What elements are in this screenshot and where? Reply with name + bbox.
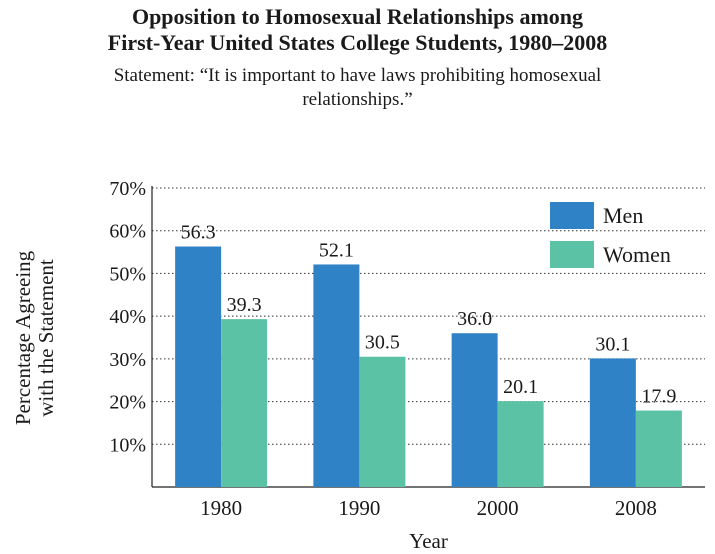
data-label-men-1980: 56.3: [181, 222, 216, 244]
bar-women-1990: [359, 356, 406, 487]
y-axis-label-line-2: with the Statement: [34, 259, 58, 417]
x-axis-label: Year: [409, 529, 448, 553]
bar-women-2000: [497, 401, 544, 487]
bar-men-2000: [451, 333, 498, 487]
y-axis-label-line-1: Percentage Agreeing: [11, 250, 35, 425]
y-tick-label: 20%: [109, 392, 146, 414]
legend-swatch-men: [550, 202, 594, 229]
data-label-men-1990: 52.1: [319, 239, 354, 261]
bar-men-2008: [589, 358, 636, 487]
bar-women-1980: [221, 319, 268, 487]
y-tick-label: 70%: [109, 178, 146, 200]
y-tick-label: 10%: [109, 434, 146, 456]
data-label-men-2008: 30.1: [595, 333, 630, 355]
chart-title: Opposition to Homosexual Relationships a…: [107, 4, 608, 55]
legend-label-men: Men: [603, 203, 643, 228]
data-label-women-2000: 20.1: [503, 376, 538, 398]
chart-subtitle: Statement: “It is important to have laws…: [113, 65, 602, 110]
legend-label-women: Women: [603, 242, 671, 267]
legend-swatch-women: [550, 241, 594, 268]
y-tick-label: 30%: [109, 349, 146, 371]
data-label-women-1990: 30.5: [365, 332, 400, 354]
chart-header: Opposition to Homosexual Relationships a…: [0, 4, 715, 112]
y-tick-label: 50%: [109, 263, 146, 285]
x-tick-label: 2008: [615, 496, 657, 520]
bar-men-1990: [313, 264, 360, 487]
data-label-women-2008: 17.9: [641, 386, 676, 408]
x-tick-label: 1990: [338, 496, 380, 520]
x-tick-label: 1980: [200, 496, 242, 520]
data-label-men-2000: 36.0: [457, 308, 492, 330]
y-tick-label: 60%: [109, 221, 146, 243]
data-label-women-1980: 39.3: [227, 294, 262, 316]
bar-women-2008: [635, 410, 682, 487]
y-tick-label: 40%: [109, 306, 146, 328]
bar-men-1980: [175, 246, 222, 487]
x-tick-label: 2000: [477, 496, 519, 520]
